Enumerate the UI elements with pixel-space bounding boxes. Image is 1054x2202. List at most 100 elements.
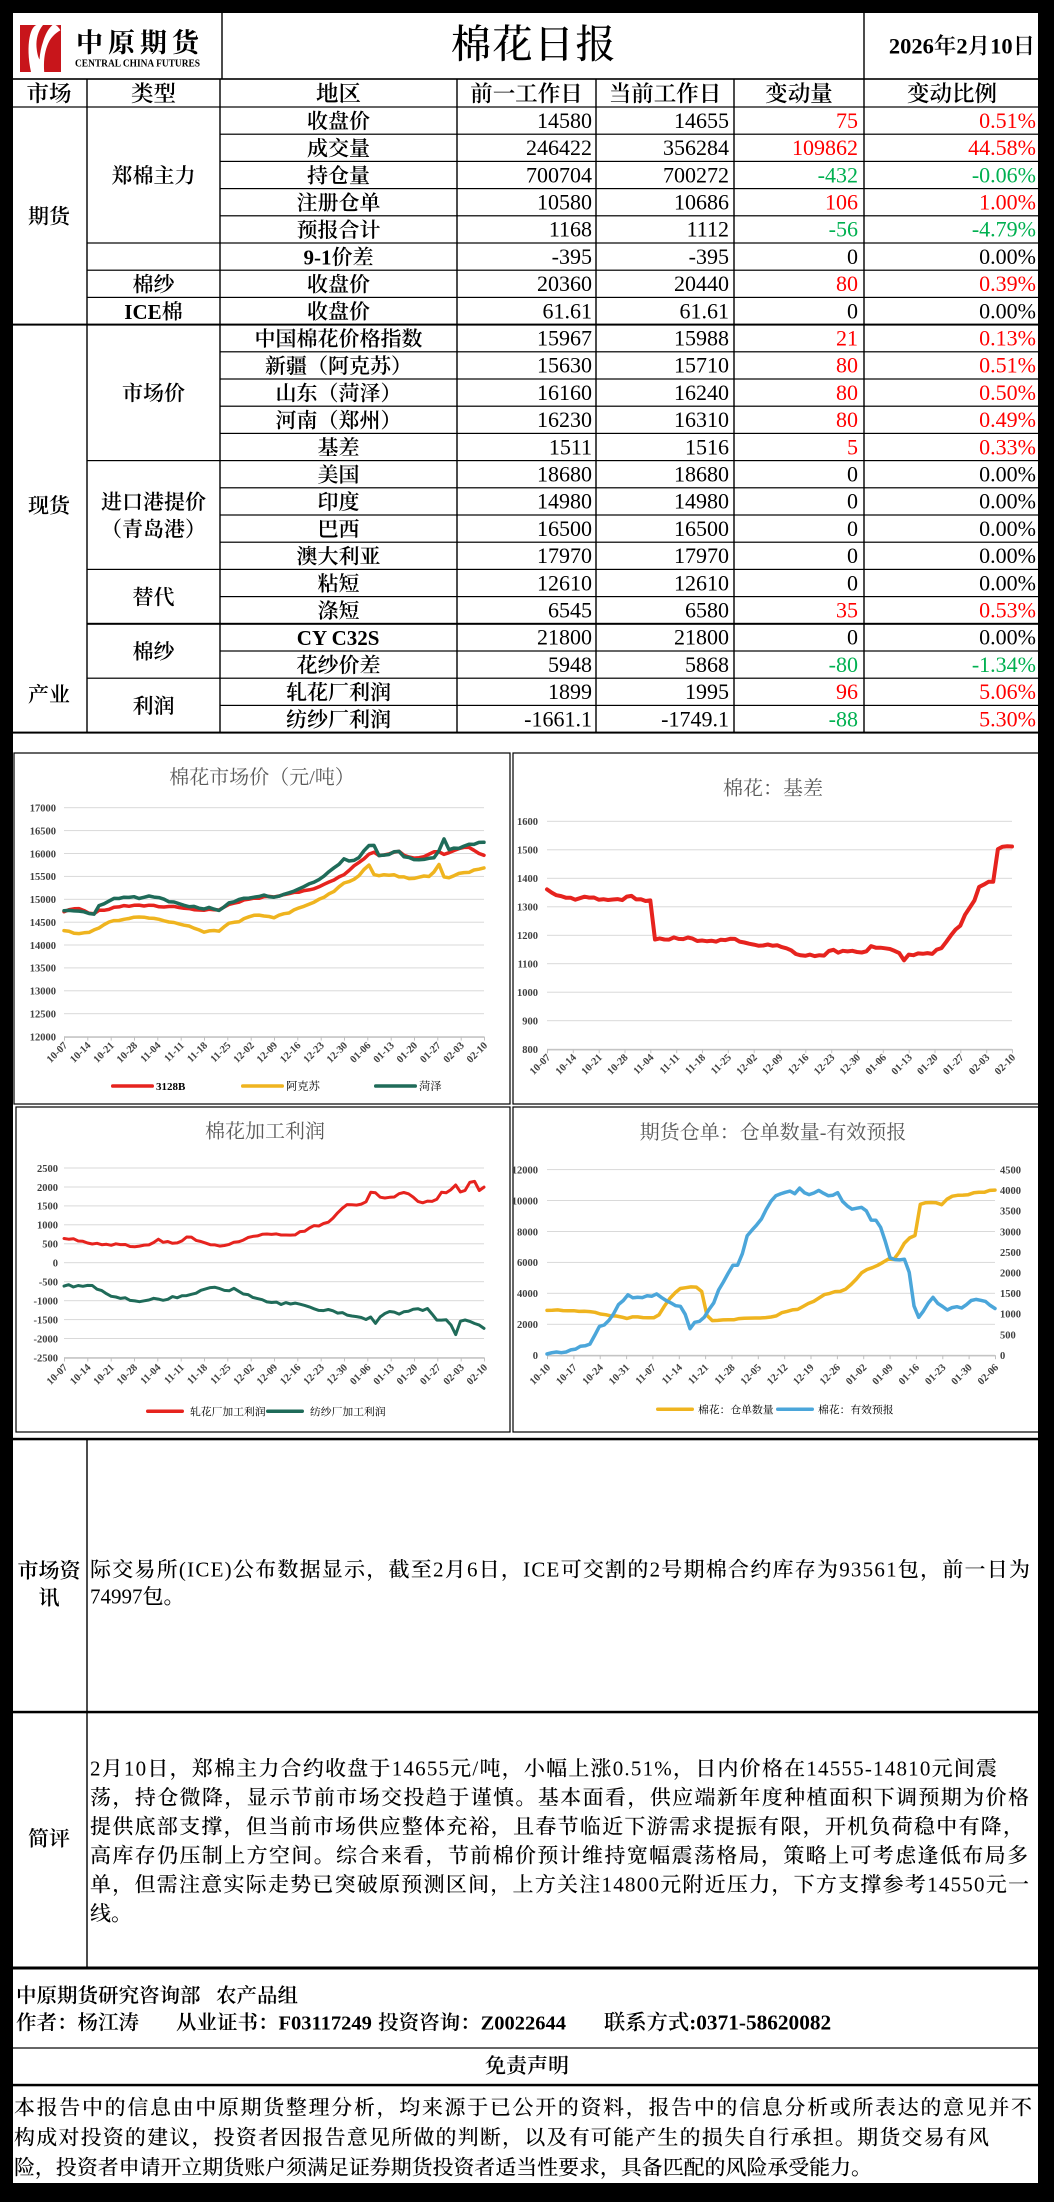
svg-text:356284: 356284 — [663, 135, 729, 160]
svg-text:-395: -395 — [689, 244, 729, 269]
svg-text:800: 800 — [522, 1045, 538, 1056]
svg-text:0.49%: 0.49% — [979, 407, 1036, 432]
svg-text:12000: 12000 — [30, 1032, 56, 1043]
svg-text:500: 500 — [1000, 1330, 1016, 1341]
svg-text:-1500: -1500 — [34, 1315, 59, 1326]
svg-text:10580: 10580 — [537, 190, 592, 215]
svg-text:14980: 14980 — [674, 489, 729, 514]
svg-text:0.51%: 0.51% — [613, 1757, 673, 1781]
svg-text:0: 0 — [1000, 1351, 1005, 1362]
svg-text:14980: 14980 — [537, 489, 592, 514]
svg-text:0: 0 — [847, 298, 858, 323]
svg-text:1300: 1300 — [517, 903, 538, 914]
svg-text:14500: 14500 — [30, 918, 56, 929]
svg-text:5868: 5868 — [685, 652, 729, 677]
svg-text:1516: 1516 — [685, 434, 729, 459]
svg-text:14655: 14655 — [674, 108, 729, 133]
svg-text:0.00%: 0.00% — [979, 462, 1036, 487]
svg-text:1600: 1600 — [517, 817, 538, 828]
svg-text:0.53%: 0.53% — [979, 598, 1036, 623]
svg-text:-395: -395 — [552, 244, 592, 269]
svg-text:0: 0 — [533, 1351, 538, 1362]
svg-text:109862: 109862 — [792, 135, 858, 160]
svg-text:1168: 1168 — [549, 217, 592, 242]
svg-text:0.50%: 0.50% — [979, 380, 1036, 405]
svg-text:14655: 14655 — [392, 1757, 451, 1781]
svg-text:F03117249: F03117249 — [279, 2013, 372, 2035]
svg-text:106: 106 — [825, 190, 858, 215]
svg-text:Z0022644: Z0022644 — [481, 2013, 566, 2035]
svg-text:246422: 246422 — [526, 135, 592, 160]
svg-text:10000: 10000 — [512, 1196, 538, 1207]
svg-text:0.00%: 0.00% — [979, 625, 1036, 650]
svg-text:1.00%: 1.00% — [979, 190, 1036, 215]
svg-text:0.00%: 0.00% — [979, 516, 1036, 541]
svg-text:-1749.1: -1749.1 — [661, 706, 729, 731]
svg-text:ICE: ICE — [124, 300, 161, 324]
svg-text:10: 10 — [124, 1757, 147, 1781]
svg-text:0: 0 — [847, 570, 858, 595]
svg-text:17000: 17000 — [30, 804, 56, 815]
svg-text:3128B: 3128B — [156, 1081, 186, 1093]
svg-text:0: 0 — [847, 625, 858, 650]
svg-text:0.00%: 0.00% — [979, 244, 1036, 269]
svg-text:/: / — [309, 767, 315, 789]
svg-text:-1000: -1000 — [34, 1297, 59, 1308]
svg-text:-: - — [820, 1122, 827, 1144]
svg-text:2500: 2500 — [1000, 1248, 1021, 1259]
svg-text:ICE: ICE — [523, 1558, 561, 1582]
svg-text:CENTRAL CHINA FUTURES: CENTRAL CHINA FUTURES — [75, 59, 200, 70]
svg-text:0: 0 — [847, 489, 858, 514]
svg-text:2026: 2026 — [889, 34, 934, 59]
svg-text:16160: 16160 — [537, 380, 592, 405]
svg-text:1500: 1500 — [37, 1202, 58, 1213]
svg-text:13000: 13000 — [30, 987, 56, 998]
svg-text:35: 35 — [836, 598, 858, 623]
svg-text:12000: 12000 — [512, 1165, 538, 1176]
svg-text:6580: 6580 — [685, 598, 729, 623]
svg-text:0.00%: 0.00% — [979, 298, 1036, 323]
svg-text:21800: 21800 — [537, 625, 592, 650]
svg-text:6545: 6545 — [548, 598, 592, 623]
svg-text:700272: 700272 — [663, 162, 729, 187]
svg-text:17970: 17970 — [537, 543, 592, 568]
svg-text:2500: 2500 — [37, 1164, 58, 1175]
svg-text:1400: 1400 — [517, 874, 538, 885]
svg-text:74997: 74997 — [90, 1585, 143, 1609]
svg-text:16500: 16500 — [674, 516, 729, 541]
svg-text:500: 500 — [42, 1240, 58, 1251]
svg-text:14800: 14800 — [602, 1873, 661, 1897]
svg-text:-88: -88 — [829, 706, 858, 731]
svg-text:3500: 3500 — [1000, 1207, 1021, 1218]
svg-text:15000: 15000 — [30, 895, 56, 906]
svg-text:14550: 14550 — [927, 1873, 986, 1897]
svg-text:14580: 14580 — [537, 108, 592, 133]
svg-text:-2000: -2000 — [34, 1334, 59, 1345]
svg-text:18680: 18680 — [537, 462, 592, 487]
svg-text:21800: 21800 — [674, 625, 729, 650]
svg-text:0.33%: 0.33% — [979, 434, 1036, 459]
svg-text:0.00%: 0.00% — [979, 543, 1036, 568]
svg-text:1899: 1899 — [548, 679, 592, 704]
svg-text:2: 2 — [650, 1558, 662, 1582]
svg-text:6: 6 — [467, 1558, 479, 1582]
svg-text:21: 21 — [836, 326, 858, 351]
svg-text:16240: 16240 — [674, 380, 729, 405]
svg-text:4500: 4500 — [1000, 1165, 1021, 1176]
svg-text:93561: 93561 — [839, 1558, 898, 1582]
svg-text:15710: 15710 — [674, 353, 729, 378]
svg-text:5.06%: 5.06% — [979, 679, 1036, 704]
svg-text:-1661.1: -1661.1 — [524, 706, 592, 731]
svg-text:5948: 5948 — [548, 652, 592, 677]
svg-text:700704: 700704 — [526, 162, 592, 187]
svg-text:9-1: 9-1 — [304, 245, 332, 269]
svg-text:0.00%: 0.00% — [979, 489, 1036, 514]
svg-text:5: 5 — [847, 434, 858, 459]
svg-text:8000: 8000 — [517, 1227, 538, 1238]
svg-text:2000: 2000 — [1000, 1269, 1021, 1280]
svg-text:15988: 15988 — [674, 326, 729, 351]
svg-text:-56: -56 — [829, 217, 858, 242]
svg-text:1500: 1500 — [1000, 1289, 1021, 1300]
svg-text:3000: 3000 — [1000, 1227, 1021, 1238]
svg-text:1100: 1100 — [518, 960, 538, 971]
